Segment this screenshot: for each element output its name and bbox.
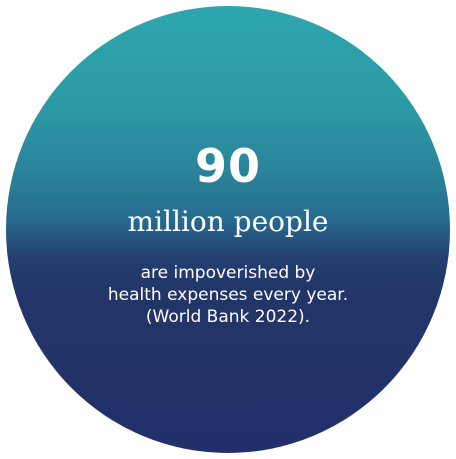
stat-number: 90 xyxy=(194,139,261,193)
stat-description: are impoverished by health expenses ever… xyxy=(0,262,456,328)
description-line: health expenses every year. xyxy=(107,285,349,305)
gradient-circle xyxy=(6,6,450,453)
stat-unit: million people xyxy=(127,205,329,238)
description-line: are impoverished by xyxy=(140,263,316,283)
description-line: (World Bank 2022). xyxy=(145,307,311,327)
